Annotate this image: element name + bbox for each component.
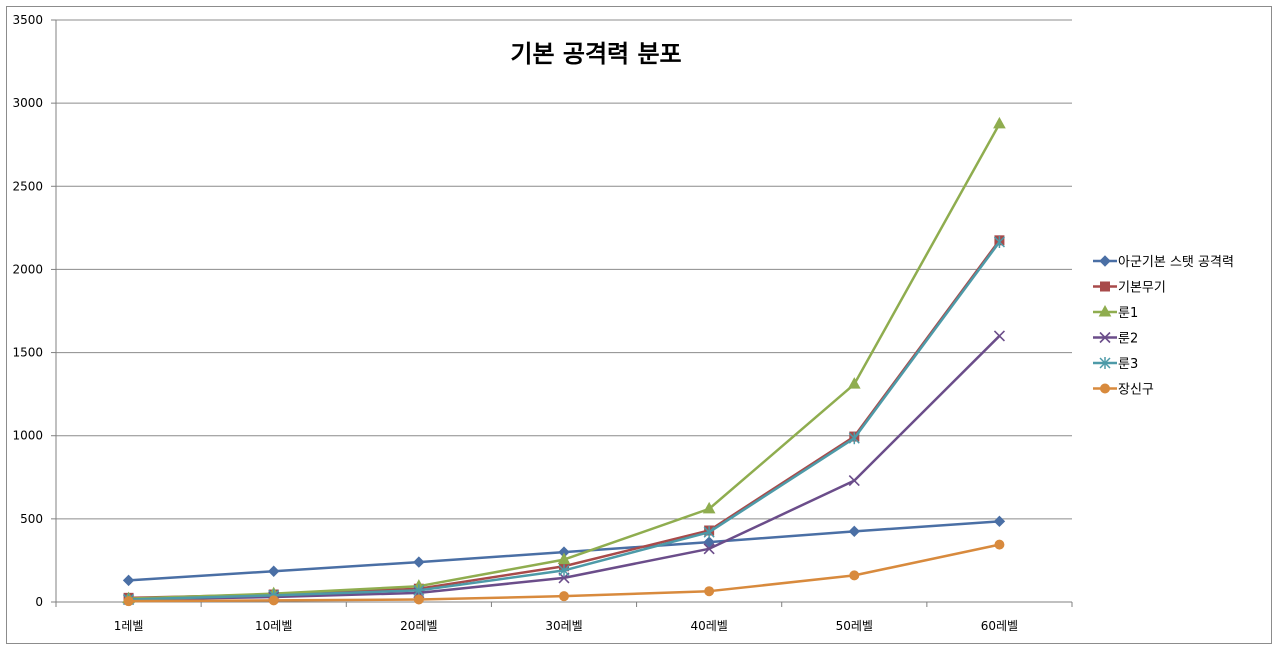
data-point — [268, 595, 279, 606]
y-tick-label: 3000 — [12, 96, 43, 110]
data-point — [123, 596, 134, 607]
legend-item: 장신구 — [1093, 383, 1154, 398]
data-point — [703, 526, 715, 539]
legend-label: 룬2 — [1118, 332, 1138, 347]
data-point — [703, 543, 715, 555]
legend-item: 아군기본 스탯 공격력 — [1093, 255, 1234, 270]
data-point — [847, 377, 861, 389]
y-tick-label: 2500 — [12, 179, 43, 193]
legend-label: 룬1 — [1118, 306, 1138, 321]
legend-label: 장신구 — [1118, 383, 1154, 398]
legend-label: 아군기본 스탯 공격력 — [1118, 255, 1234, 270]
legend-item: 룬2 — [1093, 332, 1138, 347]
y-tick-label: 1500 — [12, 346, 43, 360]
y-tick-label: 500 — [20, 512, 43, 526]
series-6 — [123, 539, 1005, 607]
data-point — [848, 525, 860, 538]
data-point — [848, 432, 860, 445]
data-point — [122, 574, 135, 587]
series-line — [128, 241, 1001, 601]
data-point — [559, 591, 569, 602]
series-group — [122, 116, 1006, 607]
chart-title: 기본 공격력 분포 — [510, 40, 681, 68]
data-point — [268, 565, 280, 577]
y-tick-label: 0 — [35, 595, 43, 609]
series-1 — [122, 515, 1006, 587]
data-point — [993, 235, 1005, 248]
legend-marker — [1100, 383, 1110, 394]
data-point — [994, 539, 1005, 550]
legend-marker — [1100, 281, 1110, 292]
series-line — [128, 123, 1001, 600]
x-tick-label: 20레벨 — [400, 619, 437, 633]
data-point — [704, 586, 715, 597]
data-point — [993, 116, 1006, 129]
data-point — [993, 330, 1005, 342]
x-tick-label: 60레벨 — [981, 619, 1018, 633]
data-point — [558, 564, 570, 577]
data-point — [702, 501, 716, 514]
data-point — [413, 556, 425, 568]
x-tick-label: 30레벨 — [545, 619, 582, 633]
legend-label: 룬3 — [1118, 357, 1138, 372]
data-point — [849, 570, 860, 581]
x-axis: 1레벨 10레벨 20레벨 30레벨 40레벨 50레벨 60레벨 — [55, 20, 1073, 633]
data-point — [848, 475, 860, 487]
y-tick-label: 1000 — [12, 429, 43, 443]
data-point — [413, 584, 425, 597]
y-tick-label: 2000 — [12, 262, 43, 276]
legend-item: 기본무기 — [1093, 281, 1166, 296]
legend-marker — [1099, 357, 1111, 369]
data-point — [557, 552, 571, 565]
data-point — [413, 594, 424, 605]
x-tick-label: 1레벨 — [114, 619, 144, 633]
x-tick-label: 10레벨 — [255, 619, 292, 633]
legend-item: 룬1 — [1093, 304, 1138, 321]
data-point — [703, 536, 715, 548]
legend-marker — [1098, 304, 1112, 317]
legend-marker — [1099, 331, 1111, 344]
y-axis-ticks: 0 500 1000 1500 2000 2500 3000 3500 — [12, 13, 56, 609]
x-tick-label: 40레벨 — [690, 619, 727, 633]
y-tick-label: 3500 — [12, 13, 43, 27]
chart-frame — [6, 6, 1272, 644]
legend-marker — [1099, 255, 1111, 267]
x-tick-label: 50레벨 — [836, 619, 873, 633]
gridlines — [56, 19, 1072, 603]
data-point — [993, 515, 1006, 528]
legend-item: 룬3 — [1093, 357, 1138, 372]
legend-label: 기본무기 — [1118, 281, 1166, 296]
